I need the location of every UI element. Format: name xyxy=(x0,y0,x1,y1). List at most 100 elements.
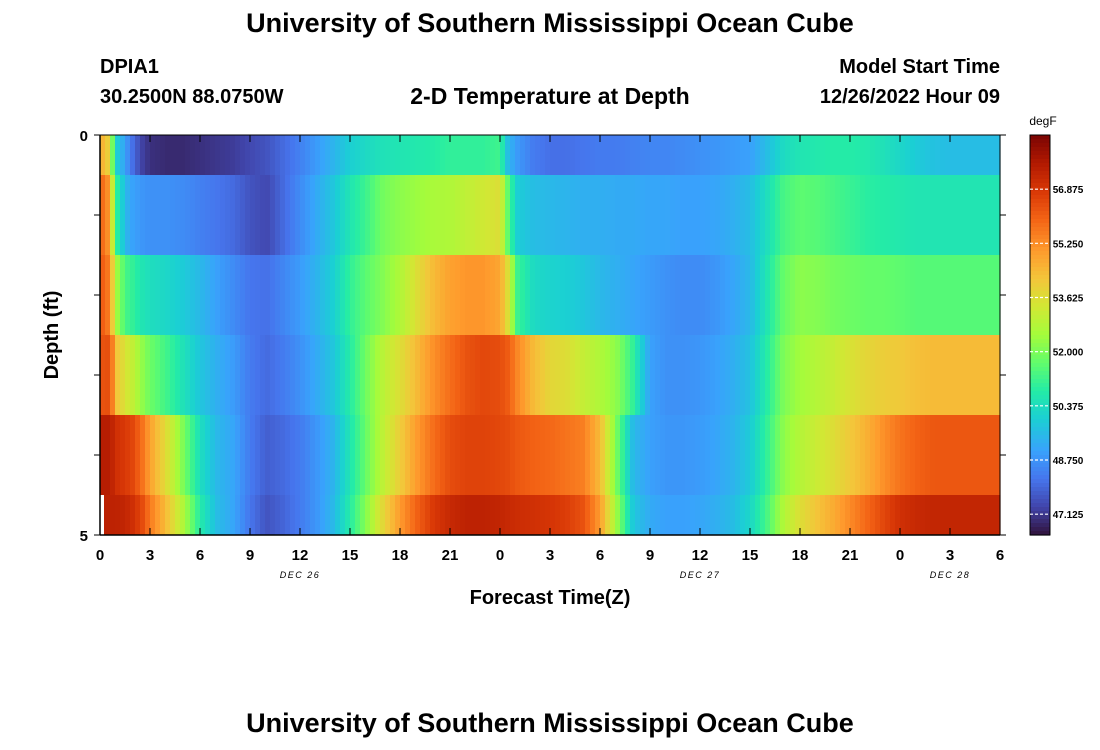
heatmap-cell xyxy=(975,255,981,335)
heatmap-cell xyxy=(685,135,691,175)
heatmap-cell xyxy=(430,335,436,415)
heatmap-cell xyxy=(135,495,141,535)
heatmap-cell xyxy=(945,135,951,175)
heatmap-cell xyxy=(225,255,231,335)
heatmap-cell xyxy=(850,415,856,495)
heatmap-cell xyxy=(100,335,106,415)
heatmap-cell xyxy=(960,335,966,415)
colorbar-tick-label: 47.125 xyxy=(1053,510,1084,521)
heatmap-cell xyxy=(580,175,586,255)
heatmap-cell xyxy=(285,255,291,335)
heatmap-cell xyxy=(745,175,751,255)
colorbar-tick-label: 52.000 xyxy=(1053,348,1084,359)
x-tick-label: 0 xyxy=(896,547,904,564)
heatmap-cell xyxy=(140,415,146,495)
heatmap-cell xyxy=(700,135,706,175)
heatmap-cell xyxy=(705,415,711,495)
heatmap-cell xyxy=(580,135,586,175)
heatmap-cell xyxy=(560,415,566,495)
heatmap-cell xyxy=(595,175,601,255)
heatmap-cell xyxy=(890,135,896,175)
heatmap-cell xyxy=(150,135,156,175)
colorbar-segment xyxy=(1030,263,1050,268)
heatmap-cell xyxy=(575,335,581,415)
heatmap-cell xyxy=(195,175,201,255)
colorbar-segment xyxy=(1030,191,1050,196)
heatmap-cell xyxy=(865,335,871,415)
colorbar-segment xyxy=(1030,527,1050,532)
heatmap-cell xyxy=(895,135,901,175)
heatmap-cell xyxy=(180,415,186,495)
heatmap-cell xyxy=(385,255,391,335)
heatmap-cell xyxy=(335,415,341,495)
heatmap-cell xyxy=(105,415,111,495)
heatmap-cell xyxy=(575,135,581,175)
heatmap-cell xyxy=(255,255,261,335)
heatmap-cell xyxy=(160,135,166,175)
heatmap-cell xyxy=(755,255,761,335)
heatmap-cell xyxy=(585,135,591,175)
heatmap-cell xyxy=(180,255,186,335)
colorbar-segment xyxy=(1030,283,1050,288)
heatmap-cell xyxy=(545,335,551,415)
heatmap-cell xyxy=(935,175,941,255)
heatmap-cell xyxy=(925,495,931,535)
heatmap-cell xyxy=(885,415,891,495)
heatmap-cell xyxy=(725,175,731,255)
heatmap-cell xyxy=(600,495,606,535)
heatmap-cell xyxy=(770,135,776,175)
heatmap-cell xyxy=(780,255,786,335)
colorbar-segment xyxy=(1030,175,1050,180)
x-tick-label: 3 xyxy=(146,547,154,564)
heatmap-cell xyxy=(995,255,1001,335)
heatmap-cell xyxy=(905,415,911,495)
heatmap-cell xyxy=(195,135,201,175)
heatmap-cell xyxy=(605,135,611,175)
heatmap-cell xyxy=(190,255,196,335)
heatmap-cell xyxy=(755,335,761,415)
heatmap-cell xyxy=(870,495,876,535)
heatmap-cell xyxy=(315,495,321,535)
heatmap-cell xyxy=(715,255,721,335)
heatmap-cell xyxy=(215,335,221,415)
heatmap-cell xyxy=(595,415,601,495)
heatmap-cell xyxy=(650,175,656,255)
x-tick-label: 21 xyxy=(442,547,459,564)
heatmap-cell xyxy=(930,175,936,255)
heatmap-cell xyxy=(280,175,286,255)
heatmap-cell xyxy=(500,495,506,535)
colorbar-segment xyxy=(1030,171,1050,176)
colorbar-segment xyxy=(1030,155,1050,160)
heatmap-cell xyxy=(910,495,916,535)
heatmap-cell xyxy=(595,495,601,535)
heatmap-cell xyxy=(890,255,896,335)
heatmap-cell xyxy=(670,135,676,175)
heatmap-cell xyxy=(780,135,786,175)
heatmap-cell xyxy=(835,415,841,495)
heatmap-cell xyxy=(940,415,946,495)
colorbar-segment xyxy=(1030,467,1050,472)
heatmap-cell xyxy=(170,495,176,535)
heatmap-cell xyxy=(980,135,986,175)
heatmap-cell xyxy=(160,335,166,415)
heatmap-cell xyxy=(795,415,801,495)
heatmap-cell xyxy=(570,495,576,535)
heatmap-cell xyxy=(400,415,406,495)
heatmap-cell xyxy=(770,335,776,415)
heatmap-cell xyxy=(905,255,911,335)
heatmap-cell xyxy=(270,415,276,495)
heatmap-cell xyxy=(215,255,221,335)
heatmap-cell xyxy=(530,255,536,335)
heatmap-cell xyxy=(945,175,951,255)
heatmap-cell xyxy=(360,255,366,335)
heatmap-cell xyxy=(400,135,406,175)
heatmap-cell xyxy=(845,255,851,335)
heatmap-cell xyxy=(590,415,596,495)
heatmap-cell xyxy=(770,495,776,535)
heatmap-cell xyxy=(355,495,361,535)
heatmap-cell xyxy=(550,175,556,255)
heatmap-cell xyxy=(610,495,616,535)
colorbar-segment xyxy=(1030,291,1050,296)
heatmap-cell xyxy=(805,175,811,255)
heatmap-cell xyxy=(405,495,411,535)
